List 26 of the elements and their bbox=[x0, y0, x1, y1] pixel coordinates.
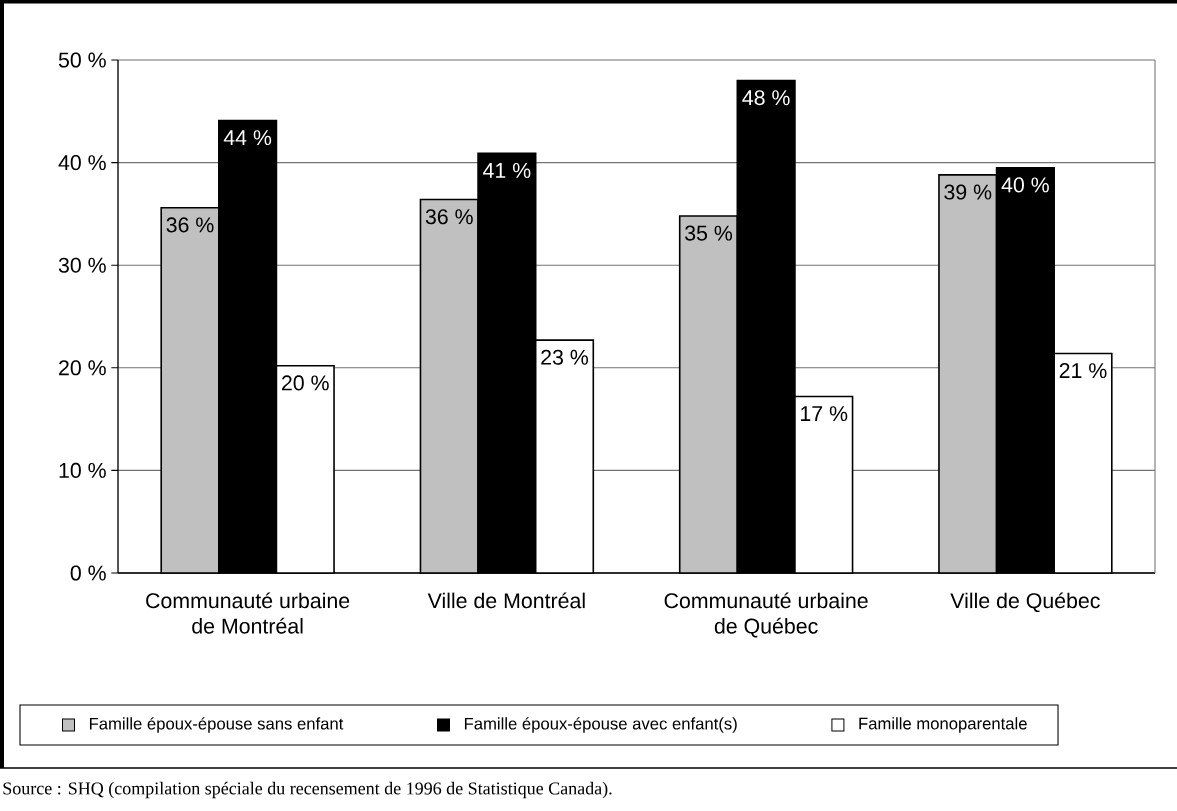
data-label: 36 % bbox=[425, 209, 473, 225]
legend-label: Famille époux-épouse sans enfant bbox=[89, 717, 344, 733]
x-tick-label: Communauté urbaine de Québec bbox=[664, 592, 868, 638]
y-tick-label: 30 % bbox=[58, 257, 106, 273]
data-label: 40 % bbox=[1001, 177, 1049, 193]
data-label: 39 % bbox=[944, 184, 992, 200]
y-tick-label: 20 % bbox=[59, 360, 106, 376]
data-label: 20 % bbox=[281, 375, 329, 391]
legend-label: Famille époux-épouse avec enfant(s) bbox=[464, 717, 737, 733]
data-label: 17 % bbox=[801, 406, 848, 422]
x-tick-label: Ville de Montréal bbox=[427, 592, 585, 609]
data-label: 35 % bbox=[685, 225, 733, 241]
y-tick-label: 50 % bbox=[58, 52, 106, 68]
data-label: 36 % bbox=[166, 217, 214, 233]
y-tick-label: 10 % bbox=[59, 462, 106, 478]
legend-label: Famille monoparentale bbox=[859, 717, 1027, 733]
data-label: 21 % bbox=[1059, 363, 1107, 379]
y-tick-label: 0 % bbox=[70, 565, 106, 581]
data-label: 23 % bbox=[541, 349, 589, 365]
x-tick-label: Communauté urbaine de Montréal bbox=[146, 592, 350, 634]
data-label: 48 % bbox=[742, 90, 790, 106]
y-tick-label: 40 % bbox=[58, 155, 106, 171]
data-label: 44 % bbox=[223, 130, 272, 146]
x-tick-label: Ville de Québec bbox=[950, 592, 1100, 613]
source-note: Source : SHQ (compilation spéciale du recensement de 1996 de Statistique Canada). bbox=[3, 781, 612, 799]
data-label: 41 % bbox=[483, 162, 531, 178]
